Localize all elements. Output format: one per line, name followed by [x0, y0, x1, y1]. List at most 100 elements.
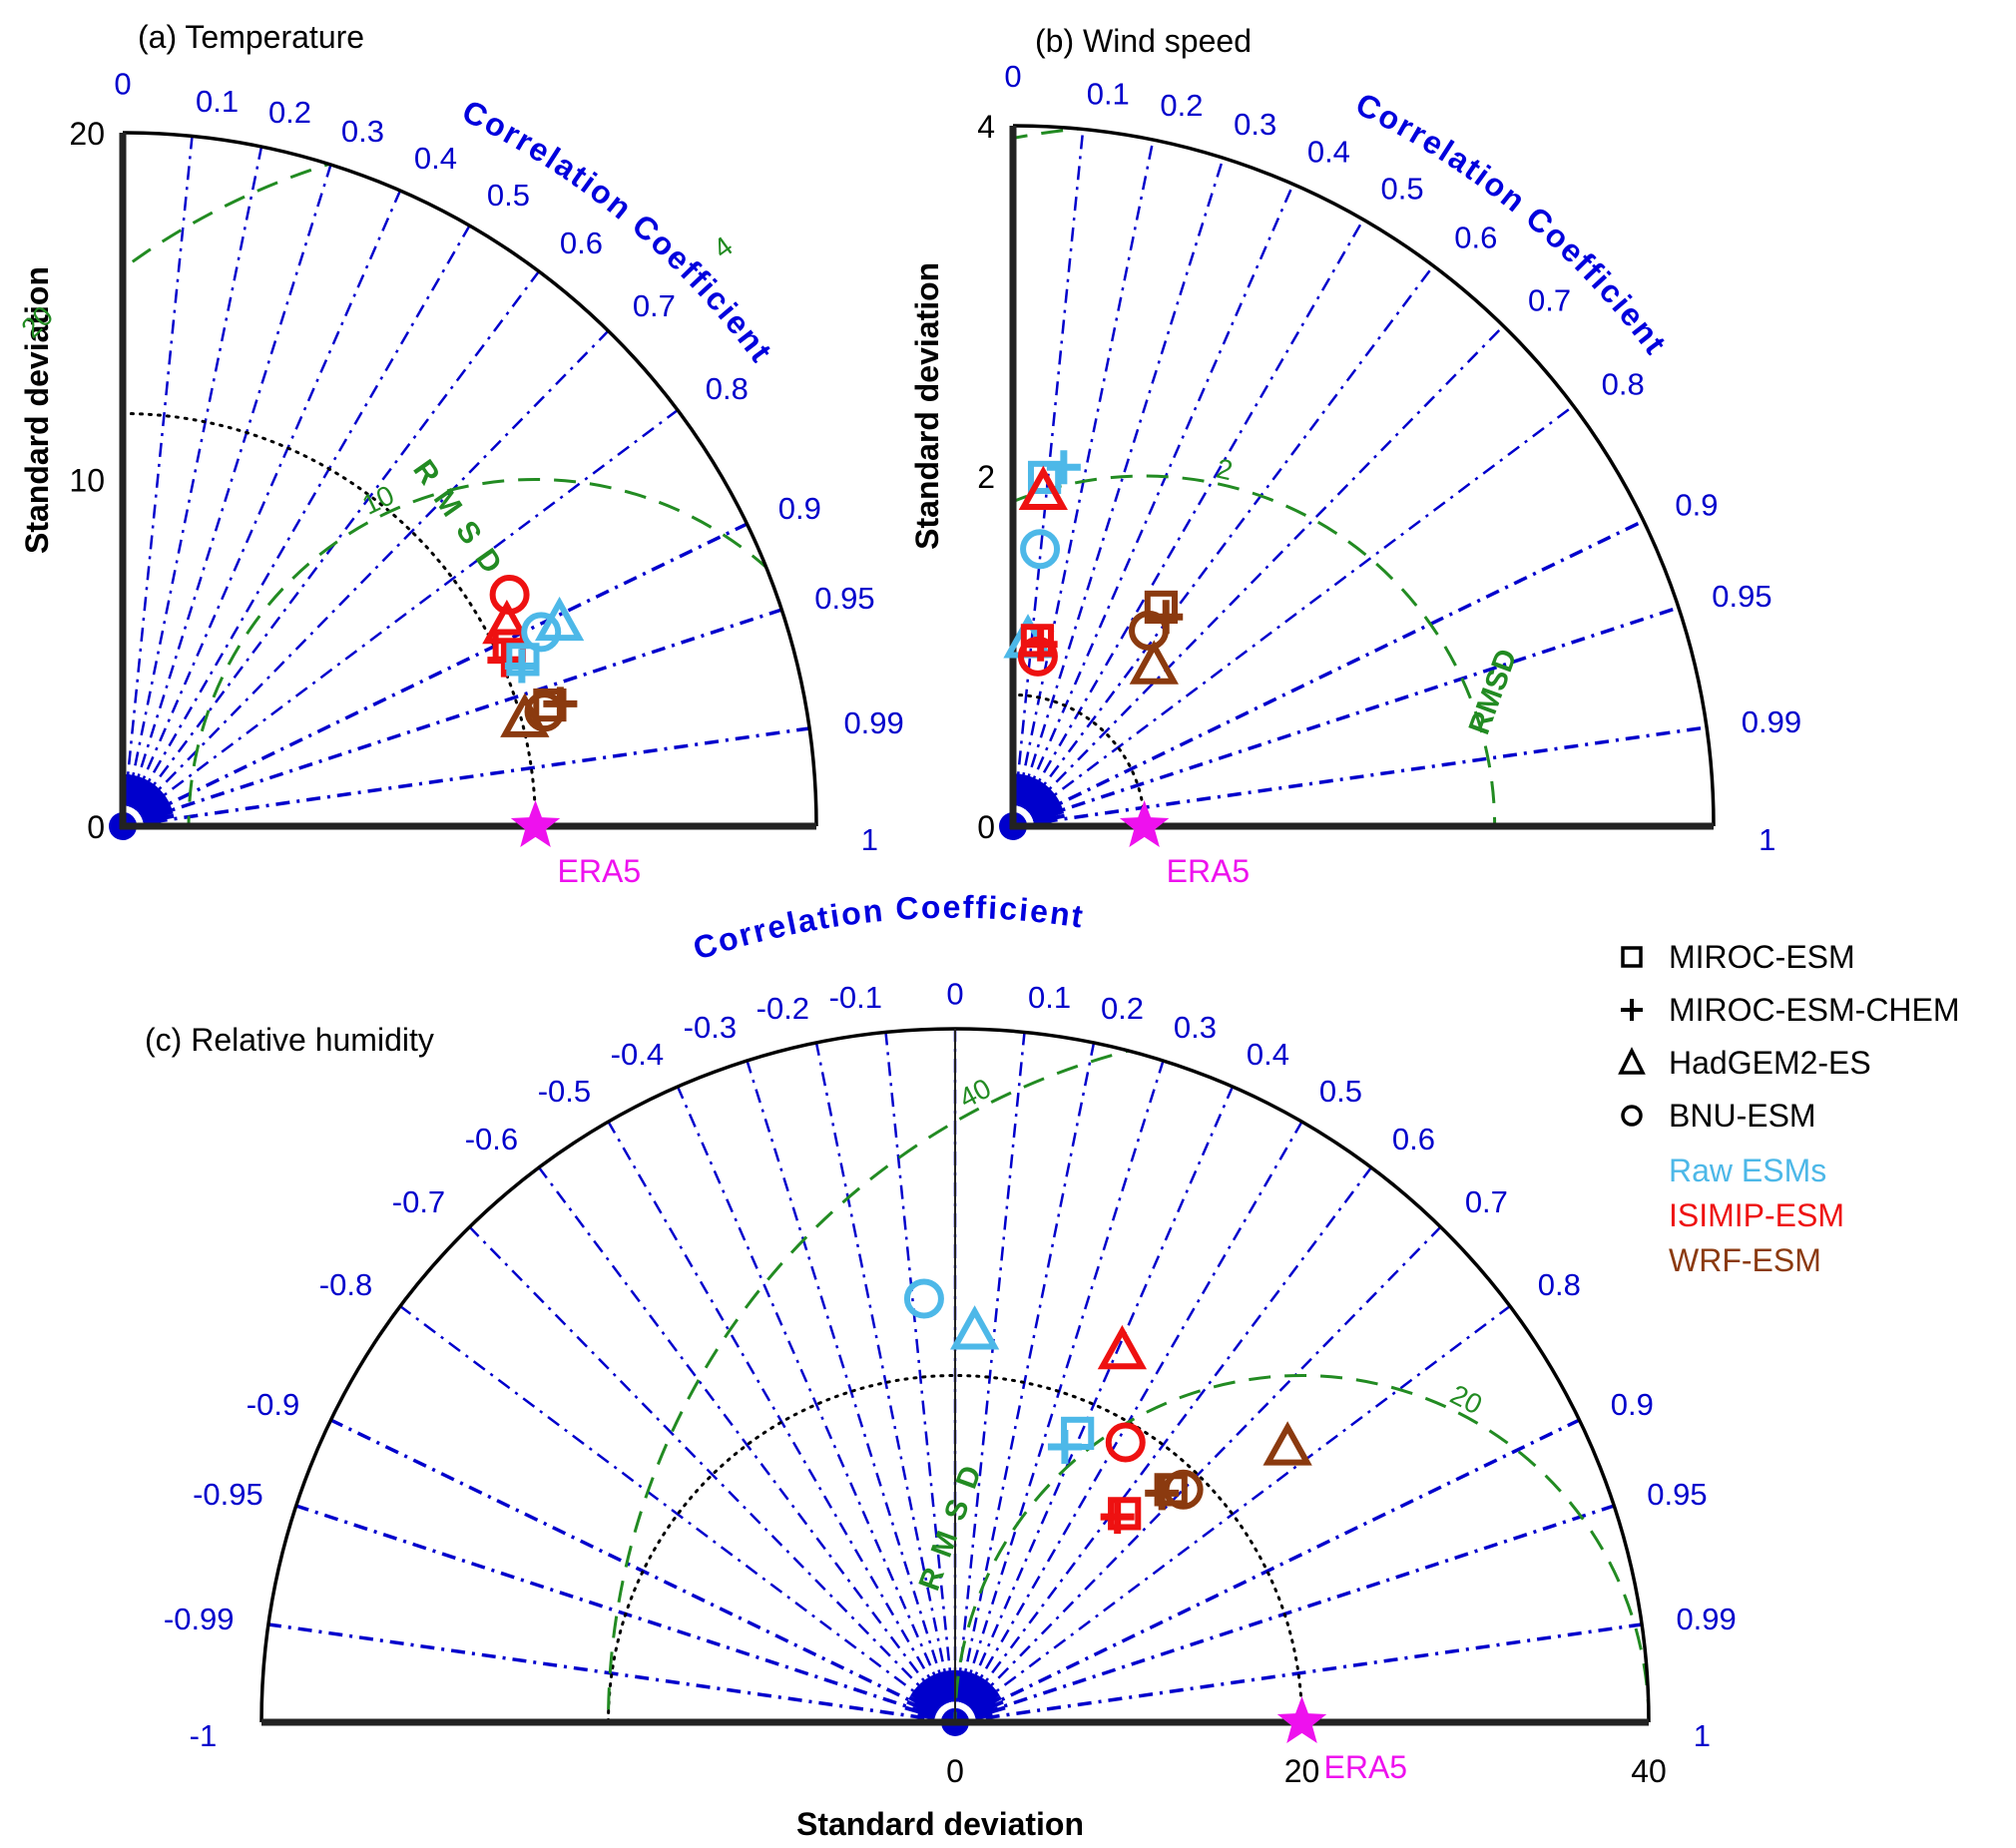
data-point-marker: [903, 1278, 944, 1319]
correlation-gridline: [122, 329, 610, 827]
correlation-gridline: [1011, 139, 1155, 827]
legend-group-label: Raw ESMs: [1669, 1153, 1826, 1188]
data-point-marker: [500, 693, 550, 737]
plus-icon: [1621, 999, 1643, 1021]
data-point-marker: [504, 649, 539, 684]
circle-icon: [1621, 1105, 1643, 1127]
data-point-marker: [1154, 1473, 1188, 1507]
correlation-tick-label: 0.7: [633, 288, 676, 323]
panel-relative-humidity: (c) Relative humidity 0 20 40 Standard devia…: [145, 889, 1737, 1842]
correlation-gridline: [884, 1032, 957, 1723]
data-point-marker: [1129, 640, 1179, 685]
correlation-tick-label: 0: [1004, 59, 1021, 94]
correlation-tick-label: -0.9: [247, 1387, 299, 1422]
data-point-marker: [1100, 1500, 1135, 1535]
legend: MIROC-ESM MIROC-ESM-CHEM HadGEM2-ES BNU-ESM…: [1618, 939, 1960, 1278]
correlation-tick-label: 0.7: [1465, 1184, 1508, 1219]
outer-arc: [122, 131, 818, 827]
correlation-gridline: [676, 1086, 957, 1723]
reference-label: ERA5: [1324, 1749, 1408, 1785]
std-tick-label: 20: [1284, 1753, 1320, 1789]
data-point-marker: [521, 612, 562, 653]
std-tick-label: 20: [69, 116, 105, 152]
rmsd-title: RMSD: [1463, 645, 1524, 738]
std-reference-arc: [607, 1374, 1303, 1724]
rmsd-contour: [187, 478, 816, 826]
std-tick-label: 4: [977, 109, 995, 145]
correlation-gridline: [122, 608, 782, 828]
data-point-marker: [1145, 1476, 1180, 1511]
correlation-tick-label: 0.99: [1742, 704, 1801, 739]
correlation-gridline: [953, 1032, 1026, 1723]
data-point-marker: [1017, 636, 1058, 677]
correlation-tick-label: 0.8: [1538, 1267, 1581, 1302]
correlation-gridline: [1011, 219, 1365, 827]
correlation-axis-title-path: Correlation Coefficient: [689, 889, 1085, 967]
correlation-tick-label: -0.7: [392, 1184, 445, 1219]
correlation-tick-label: -1: [190, 1718, 218, 1753]
correlation-gridline: [1011, 264, 1435, 827]
correlation-tick-label: 0.2: [1101, 991, 1144, 1026]
correlation-axis-title-path: Correlation Coefficient: [457, 93, 778, 370]
correlation-tick-label: 0.4: [1247, 1037, 1289, 1072]
correlation-tick-label: 0.5: [487, 178, 530, 213]
legend-label: HadGEM2-ES: [1669, 1045, 1871, 1081]
correlation-tick-label: 0.3: [341, 114, 384, 149]
correlation-tick-label: 0.6: [1392, 1122, 1435, 1156]
legend-item-plus: MIROC-ESM-CHEM: [1621, 992, 1960, 1028]
correlation-gridline: [1012, 324, 1505, 827]
correlation-tick-label: 0.99: [843, 705, 903, 740]
std-reference-arc: [121, 411, 538, 828]
data-point-marker: [1020, 529, 1061, 570]
correlation-gridline: [954, 1225, 1442, 1723]
legend-item-circle: BNU-ESM: [1621, 1098, 1816, 1134]
correlation-tick-label: 0.1: [1087, 77, 1130, 112]
std-reference-arc: [1011, 693, 1147, 828]
correlation-axis-title: Correlation Coefficient: [689, 889, 1087, 967]
correlation-gridline: [122, 726, 810, 828]
data-point-marker: [949, 1305, 1000, 1350]
data-point-marker: [487, 643, 522, 678]
rmsd-title: RMSD: [406, 454, 516, 591]
correlation-tick-label: -0.3: [684, 1010, 737, 1045]
data-point-marker: [1163, 1469, 1204, 1510]
x-axis-label: Standard deviation: [796, 1806, 1084, 1842]
correlation-gridline: [122, 270, 540, 827]
legend-label: MIROC-ESM: [1669, 939, 1855, 975]
legend-label: BNU-ESM: [1669, 1098, 1816, 1134]
correlation-tick-label: 0.5: [1381, 172, 1424, 207]
correlation-tick-label: 0.4: [1307, 134, 1350, 169]
correlation-tick-label: 0: [114, 66, 131, 101]
reference-star-marker: [1119, 800, 1170, 848]
correlation-tick-label: 1: [861, 822, 878, 857]
correlation-tick-label: -0.99: [164, 1602, 235, 1636]
correlation-gridline: [746, 1060, 957, 1723]
data-point-marker: [1046, 450, 1081, 485]
data-point-marker: [1018, 465, 1068, 511]
correlation-gridline: [1012, 519, 1645, 828]
rmsd-contours: [123, 133, 816, 826]
correlation-tick-label: 0.95: [1712, 579, 1771, 614]
rmsd-contour-label: 4: [708, 231, 739, 264]
std-tick-label: 40: [1631, 1753, 1667, 1789]
correlation-gridline: [953, 1086, 1235, 1723]
correlation-tick-label: -0.6: [465, 1122, 518, 1156]
correlation-tick-label: 0.3: [1174, 1010, 1217, 1045]
reference-star-marker: [1276, 1696, 1327, 1744]
correlation-axis-title: Correlation Coefficient: [457, 93, 780, 370]
rmsd-contour-label: 2: [1214, 453, 1236, 487]
y-axis-label: Standard deviation: [909, 262, 945, 550]
correlation-gridline: [121, 225, 471, 827]
correlation-tick-label: 0.2: [268, 95, 311, 130]
correlation-gridline: [267, 1622, 956, 1724]
correlation-gridline: [1011, 184, 1294, 827]
correlation-tick-label: -0.95: [193, 1477, 263, 1512]
correlation-tick-label: -0.1: [829, 980, 882, 1015]
correlation-gridline: [954, 1622, 1643, 1724]
y-axis-label: Standard deviation: [19, 266, 55, 554]
legend-item-square: MIROC-ESM: [1621, 939, 1855, 975]
correlation-gridline: [122, 409, 679, 827]
correlation-tick-label: 0.1: [1028, 980, 1071, 1015]
legend-group-label: ISIMIP-ESM: [1669, 1197, 1844, 1233]
